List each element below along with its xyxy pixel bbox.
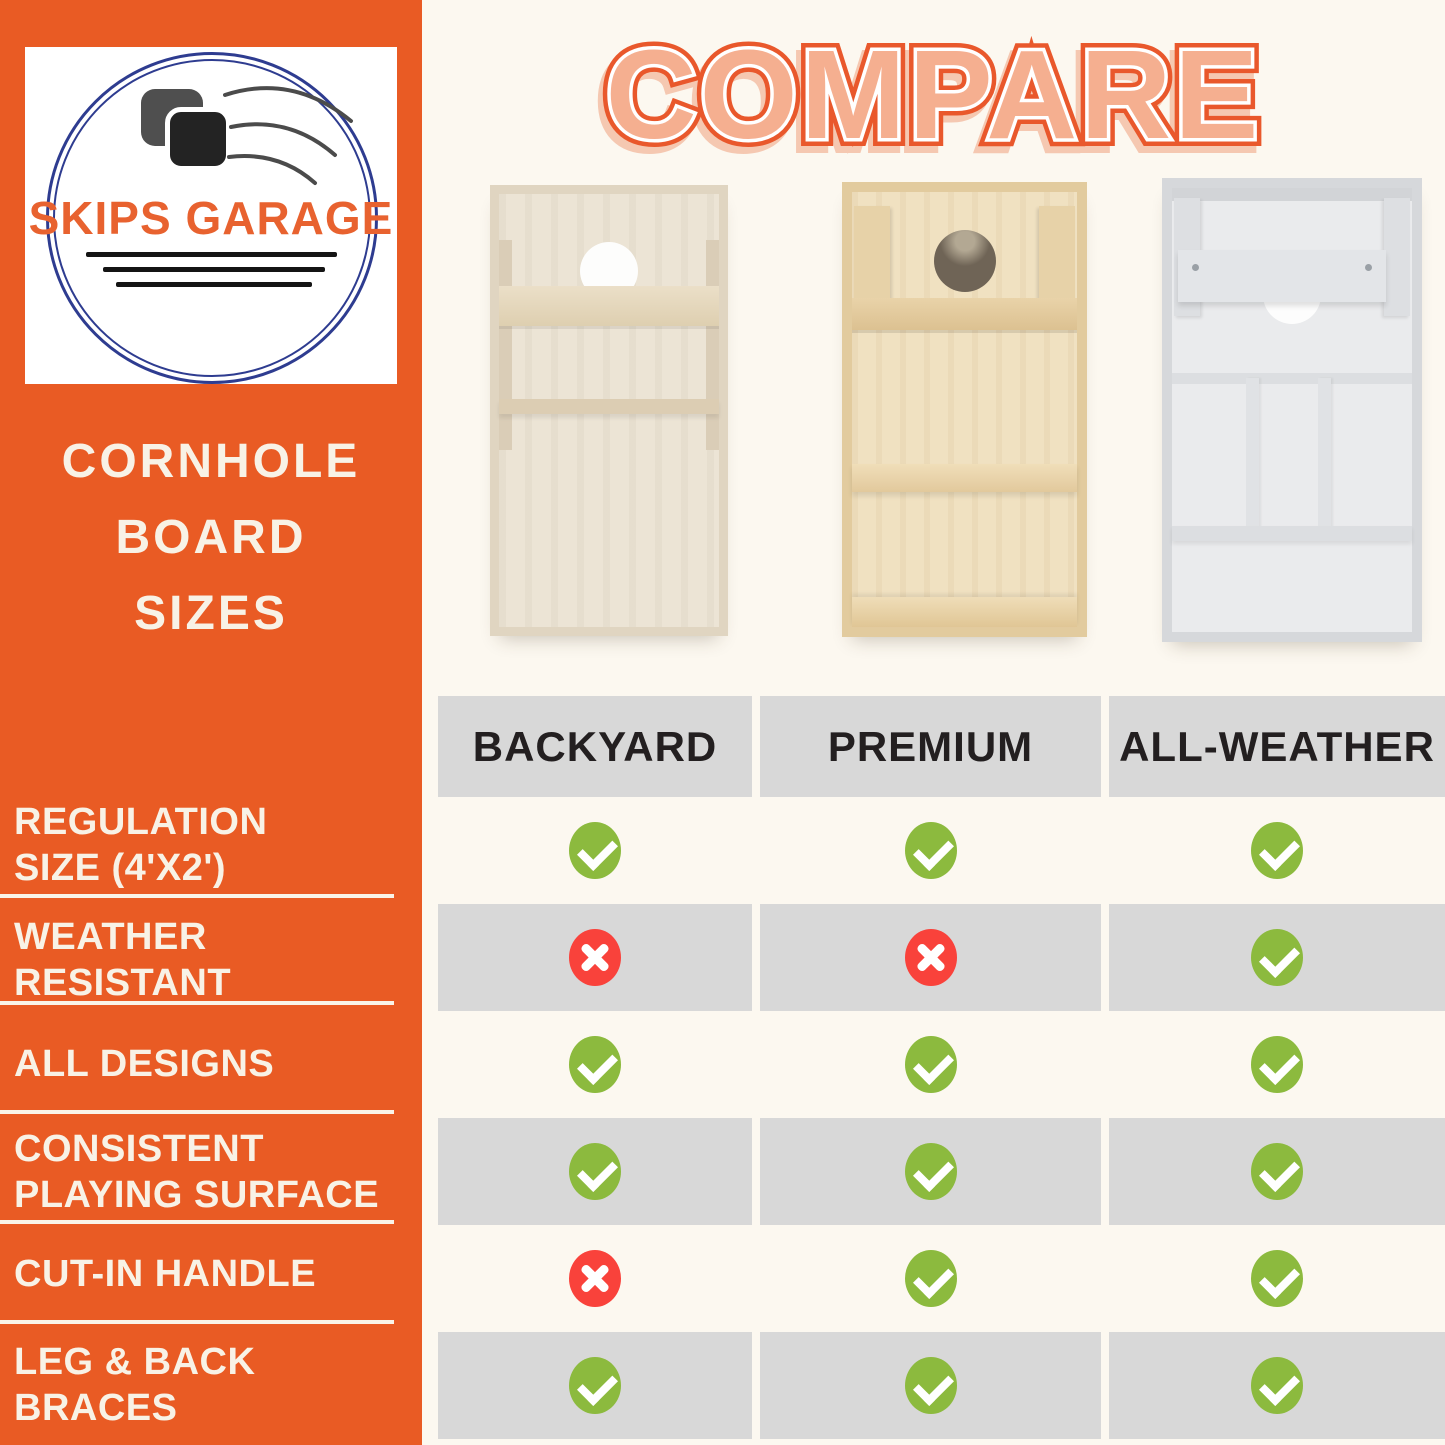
column-header-backyard: BACKYARD xyxy=(438,696,752,797)
table-cell xyxy=(1109,1118,1445,1225)
board-divider xyxy=(1318,378,1331,528)
page-title-line: SIZES xyxy=(134,587,288,640)
skips-garage-logo: SKIPS GARAGE xyxy=(25,47,397,384)
sidebar-divider xyxy=(0,1320,394,1324)
compare-heading-inline: COMPARE xyxy=(602,21,1262,168)
table-cell xyxy=(1109,1332,1445,1439)
comparison-table: BACKYARD PREMIUM ALL-WEATHER xyxy=(438,696,1445,1439)
table-cell xyxy=(1109,797,1445,904)
page-title-line: CORNHOLE xyxy=(61,435,361,488)
feature-label-consistent-playing-surface: CONSISTENT PLAYING SURFACE xyxy=(14,1128,380,1216)
feature-label-regulation-size: REGULATION SIZE (4'X2') xyxy=(14,801,268,889)
feature-label-leg-back-braces: LEG & BACK BRACES xyxy=(14,1341,256,1429)
table-row-leg-back-braces xyxy=(438,1332,1445,1439)
sidebar-divider xyxy=(0,1110,394,1114)
table-row-regulation-size-4-x2 xyxy=(438,797,1445,904)
check-icon xyxy=(569,1357,621,1414)
feature-label-all-designs: ALL DESIGNS xyxy=(14,1043,275,1085)
board-back-brace xyxy=(1172,373,1412,384)
table-header-row: BACKYARD PREMIUM ALL-WEATHER xyxy=(438,696,1445,797)
compare-heading: COMPARE COMPARE COMPARE xyxy=(422,17,1445,173)
table-cell xyxy=(1109,1011,1445,1118)
table-row-consistent-playing-surface xyxy=(438,1118,1445,1225)
check-icon xyxy=(904,1250,957,1307)
check-icon xyxy=(1251,1143,1303,1200)
sidebar-divider xyxy=(0,1220,394,1224)
column-header-all-weather: ALL-WEATHER xyxy=(1109,696,1445,797)
table-cell xyxy=(438,1118,752,1225)
table-body xyxy=(438,797,1445,1439)
table-cell xyxy=(1109,1225,1445,1332)
column-header-premium: PREMIUM xyxy=(760,696,1101,797)
table-cell xyxy=(438,1225,752,1332)
page-title-line: BOARD xyxy=(115,511,307,564)
table-cell xyxy=(438,904,752,1011)
check-icon xyxy=(1251,822,1303,879)
sidebar: SKIPS GARAGE CORNHOLE BOARD SIZES REGULA… xyxy=(0,0,422,1445)
board-cross-brace xyxy=(852,298,1077,330)
bean-bag-front-icon xyxy=(165,107,231,171)
all-weather-board-photo xyxy=(1162,178,1422,642)
logo-brand-text: SKIPS GARAGE xyxy=(28,192,394,244)
table-cell xyxy=(760,1225,1101,1332)
table-cell xyxy=(760,904,1101,1011)
feature-label-cut-in-handle: CUT-IN HANDLE xyxy=(14,1253,317,1295)
table-row-all-designs xyxy=(438,1011,1445,1118)
cross-icon xyxy=(904,929,957,986)
board-back-brace xyxy=(1172,526,1412,541)
table-row-weather-resistant xyxy=(438,904,1445,1011)
table-row-cut-in-handle xyxy=(438,1225,1445,1332)
sidebar-divider xyxy=(0,894,394,898)
page-title: CORNHOLE BOARD SIZES xyxy=(0,424,422,652)
sidebar-divider xyxy=(0,1001,394,1005)
compare-heading-outline: COMPARE xyxy=(598,17,1267,173)
cross-icon xyxy=(569,1250,621,1307)
check-icon xyxy=(904,1143,957,1200)
logo-ring xyxy=(46,52,378,384)
table-cell xyxy=(760,1011,1101,1118)
cross-icon xyxy=(569,929,621,986)
compare-heading-fill: COMPARE xyxy=(605,24,1262,166)
board-leg xyxy=(1384,198,1410,316)
check-icon xyxy=(569,1143,621,1200)
backyard-board-photo xyxy=(490,185,728,636)
table-cell xyxy=(760,797,1101,904)
table-cell xyxy=(438,1011,752,1118)
check-icon xyxy=(904,1357,957,1414)
check-icon xyxy=(904,822,957,879)
board-cross-brace xyxy=(499,286,719,326)
board-top-rail xyxy=(1172,188,1412,201)
check-icon xyxy=(1251,1357,1303,1414)
table-cell xyxy=(438,1332,752,1439)
check-icon xyxy=(904,1036,957,1093)
board-leg xyxy=(499,240,512,450)
table-cell xyxy=(760,1332,1101,1439)
table-cell xyxy=(438,797,752,904)
check-icon xyxy=(1251,1250,1303,1307)
table-cell xyxy=(1109,904,1445,1011)
toss-motion-arcs-icon xyxy=(223,86,353,185)
board-back-brace xyxy=(499,399,719,414)
board-back-brace xyxy=(852,464,1077,492)
board-hole xyxy=(933,230,996,292)
check-icon xyxy=(1251,929,1303,986)
board-divider xyxy=(1246,378,1259,528)
check-icon xyxy=(569,822,621,879)
feature-label-weather-resistant: WEATHER RESISTANT xyxy=(14,916,232,1004)
table-cell xyxy=(760,1118,1101,1225)
check-icon xyxy=(569,1036,621,1093)
board-bottom-brace xyxy=(852,597,1077,627)
premium-board-photo xyxy=(842,182,1087,637)
board-cross-brace xyxy=(1178,250,1386,302)
board-leg xyxy=(706,240,719,450)
check-icon xyxy=(1251,1036,1303,1093)
